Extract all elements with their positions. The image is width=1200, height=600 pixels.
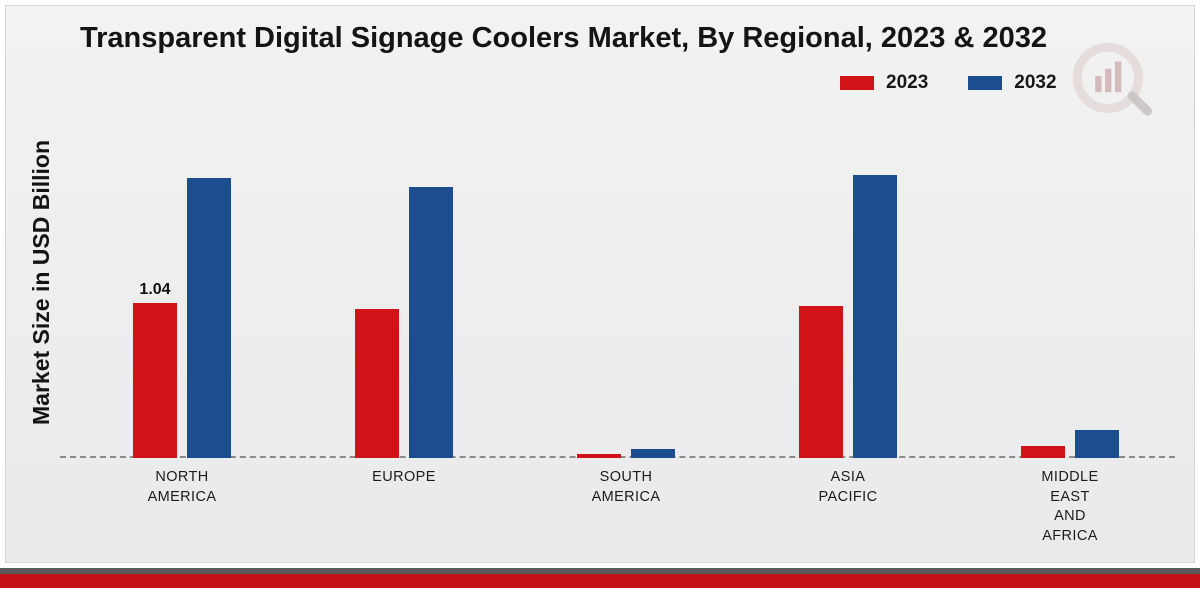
bar-group [355, 187, 453, 458]
bar-group [799, 175, 897, 458]
legend-item-2032: 2032 [968, 72, 1056, 94]
legend-label-2032: 2032 [1014, 72, 1056, 94]
watermark-logo [1070, 40, 1160, 130]
x-axis-label: EUROPE [372, 468, 436, 488]
x-axis-label: SOUTH AMERICA [592, 468, 661, 507]
bar-2023 [133, 303, 177, 458]
legend: 2023 2032 [840, 72, 1057, 94]
legend-swatch-2023 [840, 76, 874, 90]
footer-line-red [0, 574, 1200, 588]
bar-2023 [577, 454, 621, 458]
plot-area: 1.04NORTH AMERICAEUROPESOUTH AMERICAASIA… [60, 130, 1175, 458]
bar-value-label: 1.04 [139, 281, 170, 299]
bar-2032 [1075, 430, 1119, 458]
legend-swatch-2032 [968, 76, 1002, 90]
bar-group [133, 178, 231, 458]
x-axis-label: MIDDLE EAST AND AFRICA [1041, 468, 1098, 546]
y-axis-label: Market Size in USD Billion [28, 140, 55, 425]
chart-title: Transparent Digital Signage Coolers Mark… [80, 22, 1047, 55]
bar-group [577, 449, 675, 458]
bar-2032 [631, 449, 675, 458]
bar-2032 [853, 175, 897, 458]
bar-group [1021, 430, 1119, 458]
x-axis-label: NORTH AMERICA [148, 468, 217, 507]
x-axis-label: ASIA PACIFIC [819, 468, 878, 507]
bar-2023 [355, 309, 399, 458]
bar-2023 [799, 306, 843, 458]
bar-2032 [409, 187, 453, 458]
legend-item-2023: 2023 [840, 72, 928, 94]
bar-2032 [187, 178, 231, 458]
legend-label-2023: 2023 [886, 72, 928, 94]
bar-2023 [1021, 446, 1065, 458]
